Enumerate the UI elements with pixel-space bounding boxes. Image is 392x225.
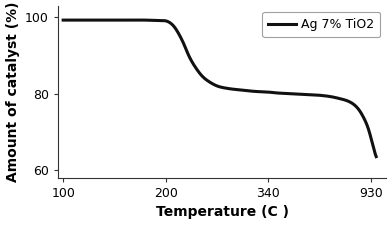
Ag 7% TiO2 <box>289 92 294 95</box>
Ag 7% TiO2 <box>98 19 103 21</box>
Ag 7% TiO2 <box>163 20 168 22</box>
Ag 7% TiO2 <box>374 155 379 158</box>
Ag 7% TiO2 <box>287 92 292 95</box>
Ag 7% TiO2 <box>135 19 140 21</box>
Ag 7% TiO2 <box>185 52 190 55</box>
Y-axis label: Amount of catalyst (%): Amount of catalyst (%) <box>5 1 20 182</box>
Legend: Ag 7% TiO2: Ag 7% TiO2 <box>262 12 380 37</box>
Ag 7% TiO2 <box>258 90 263 93</box>
Line: Ag 7% TiO2: Ag 7% TiO2 <box>63 20 376 157</box>
Ag 7% TiO2 <box>61 19 65 21</box>
X-axis label: Temperature (C ): Temperature (C ) <box>156 205 289 219</box>
